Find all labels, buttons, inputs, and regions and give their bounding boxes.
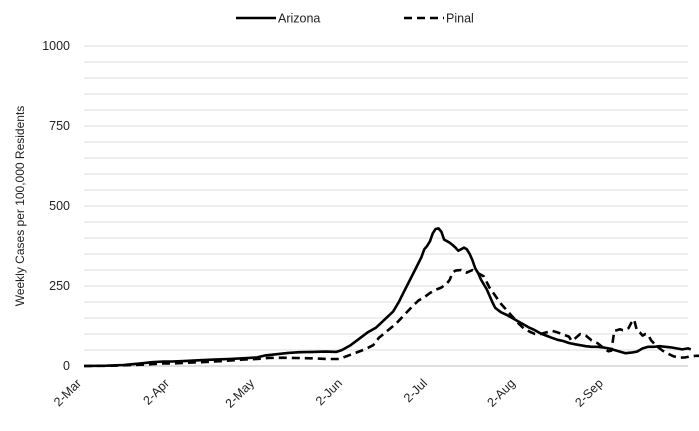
series-line-arizona [83,227,692,368]
x-tick-label: 2-Apr [141,376,173,408]
y-tick-label: 250 [49,279,70,293]
x-tick-label: 2-Aug [484,376,518,410]
y-tick-label: 0 [63,359,70,373]
x-tick-label: 2-Jul [401,376,430,405]
legend-label-arizona: Arizona [278,12,320,26]
x-tick-label: 2-May [223,376,258,411]
y-tick-label: 750 [49,119,70,133]
x-tick-label: 2-Jun [313,376,345,408]
y-axis-label: Weekly Cases per 100,000 Residents [13,106,27,307]
x-tick-label: 2-Mar [51,376,84,409]
series-lines [83,227,699,368]
grid-lines [84,45,688,351]
x-axis-ticks: 2-Mar 2-Apr 2-May 2-Jun 2-Jul 2-Aug 2-Sep [51,376,606,411]
y-tick-label: 500 [49,199,70,213]
y-tick-label: 1000 [42,39,70,53]
legend: Arizona Pinal [236,12,474,26]
x-tick-label: 2-Sep [572,376,606,410]
legend-label-pinal: Pinal [446,12,474,26]
series-line-pinal [83,268,699,368]
y-axis-ticks: 0 250 500 750 1000 [42,39,70,373]
